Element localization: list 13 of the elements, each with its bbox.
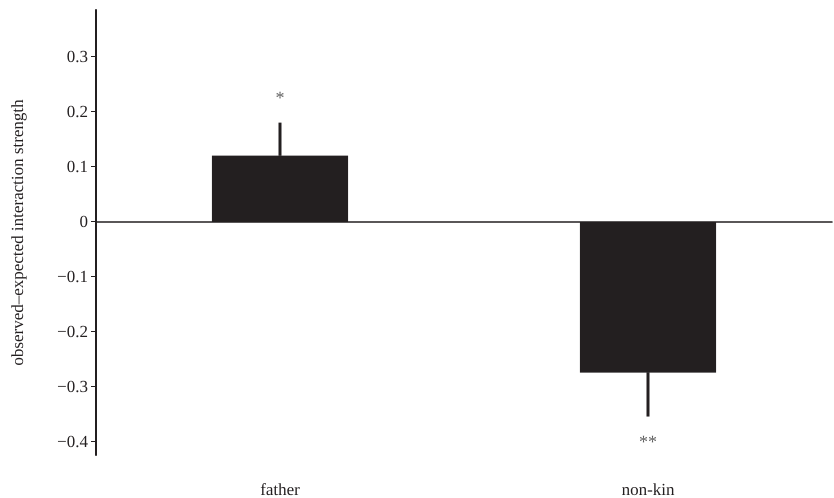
- x-tick-label: father: [260, 480, 300, 498]
- y-tick-label: 0: [80, 212, 88, 232]
- y-tick-label: 0.2: [66, 102, 88, 122]
- y-tick-label: −0.1: [57, 266, 88, 286]
- y-tick-label: −0.4: [57, 432, 88, 451]
- y-tick-label: −0.3: [57, 376, 88, 396]
- x-tick-label: non-kin: [622, 480, 675, 498]
- y-axis-title: observed–expected interaction strength: [8, 98, 27, 366]
- y-tick-label: −0.2: [57, 322, 88, 341]
- y-tick-label: 0.3: [66, 47, 88, 66]
- annotation: **: [639, 432, 657, 452]
- annotation: *: [276, 88, 284, 108]
- y-tick-label: 0.1: [66, 157, 88, 176]
